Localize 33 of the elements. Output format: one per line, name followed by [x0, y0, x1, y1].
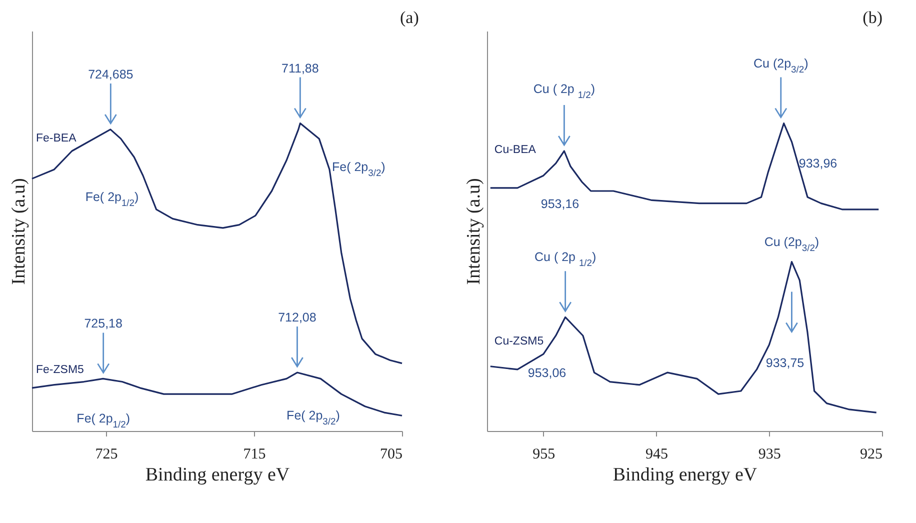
series-label: Fe-BEA [36, 132, 77, 145]
annotation: 724,685 [88, 67, 134, 82]
series-label: Fe-ZSM5 [36, 364, 84, 376]
annotation: 933,96 [798, 156, 838, 170]
chart-title: (a) [400, 8, 419, 27]
annotation: Cu ( 2p $_{1/2}$) [533, 82, 596, 100]
annotation: Cu ( 2p $_{1/2}$) [534, 250, 596, 268]
annotation: Fe( 2p$_{3/2}$) [286, 408, 340, 427]
annotation: 953,06 [528, 366, 566, 380]
series-label: Cu-ZSM5 [494, 335, 544, 348]
annotation: Cu (2p$_{3/2}$) [754, 56, 808, 74]
x-tick-label: 725 [95, 446, 118, 462]
annotation: 711,88 [282, 61, 319, 76]
annotation: 953,16 [540, 197, 580, 211]
annotation: 933,75 [766, 356, 804, 370]
series-label: Cu-BEA [494, 144, 536, 156]
y-axis-title: Intensity (a.u) [8, 178, 30, 285]
annotation: Cu (2p$_{3/2}$) [764, 234, 820, 253]
annotation: 712,08 [278, 310, 316, 325]
x-tick-label: 935 [758, 446, 781, 462]
annotation: Fe( 2p$_{1/2}$) [85, 190, 139, 208]
x-axis-title: Binding energy eV [612, 464, 758, 486]
annotation: Fe( 2p$_{1/2}$) [76, 412, 130, 430]
x-tick-label: 925 [860, 446, 882, 462]
x-tick-label: 705 [380, 446, 402, 462]
annotation: 725,18 [84, 316, 122, 331]
annotation: Fe( 2p$_{3/2}$) [332, 160, 386, 178]
x-tick-label: 945 [646, 446, 668, 462]
y-axis-title: Intensity (a.u) [464, 178, 484, 285]
x-tick-label: 955 [532, 446, 556, 462]
x-tick-label: 715 [243, 446, 266, 462]
chart-title: (b) [862, 8, 882, 27]
x-axis-title: Binding energy eV [145, 464, 290, 486]
